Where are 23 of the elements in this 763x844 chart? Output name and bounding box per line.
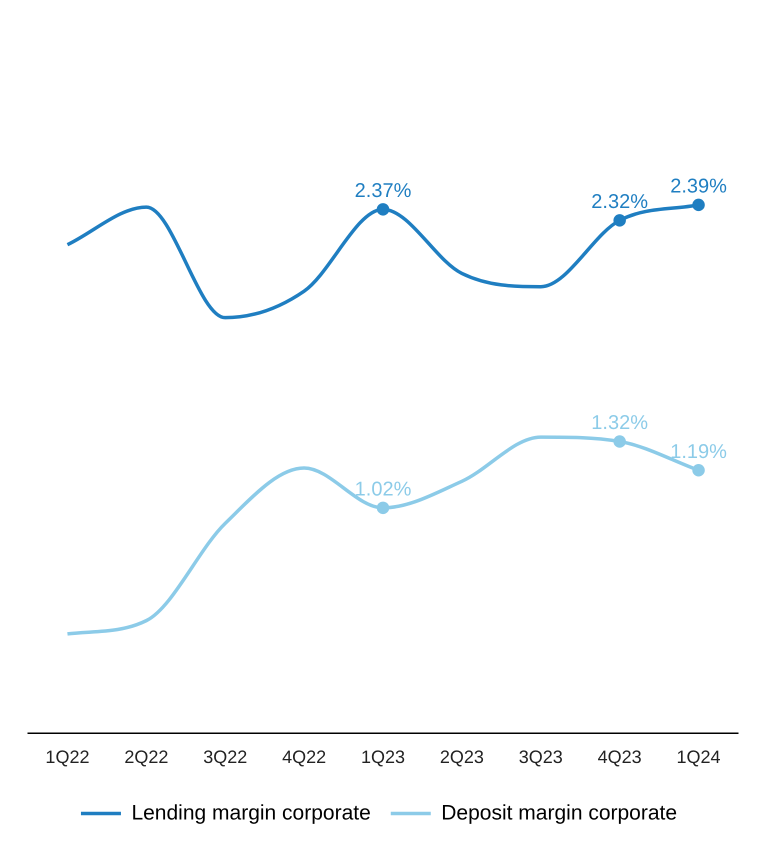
data-label: 1.32% [591,412,648,434]
x-tick-label: 1Q24 [676,747,721,768]
x-tick-label: 4Q23 [598,747,642,768]
point [692,464,705,476]
point [613,435,626,448]
data-label: 2.39% [670,175,728,198]
x-tick-label: 1Q22 [45,747,90,768]
x-tick-label: 1Q23 [360,747,406,768]
data-label: 2.37% [354,180,412,202]
data-label: 1.02% [354,478,412,500]
point [376,203,390,216]
point [692,198,705,212]
x-tick-label: 3Q23 [518,747,563,768]
point [376,502,390,514]
data-label: 2.32% [591,190,648,213]
x-tick-label: 2Q23 [440,747,484,768]
legend-label: Lending margin corporate [131,801,371,824]
data-label: 1.19% [670,440,728,463]
x-tick-label: 2Q22 [124,747,168,768]
legend-label: Deposit margin corporate [441,801,678,824]
x-tick-label: 4Q22 [282,747,326,768]
point [613,214,626,227]
x-tick-label: 3Q22 [203,747,248,768]
